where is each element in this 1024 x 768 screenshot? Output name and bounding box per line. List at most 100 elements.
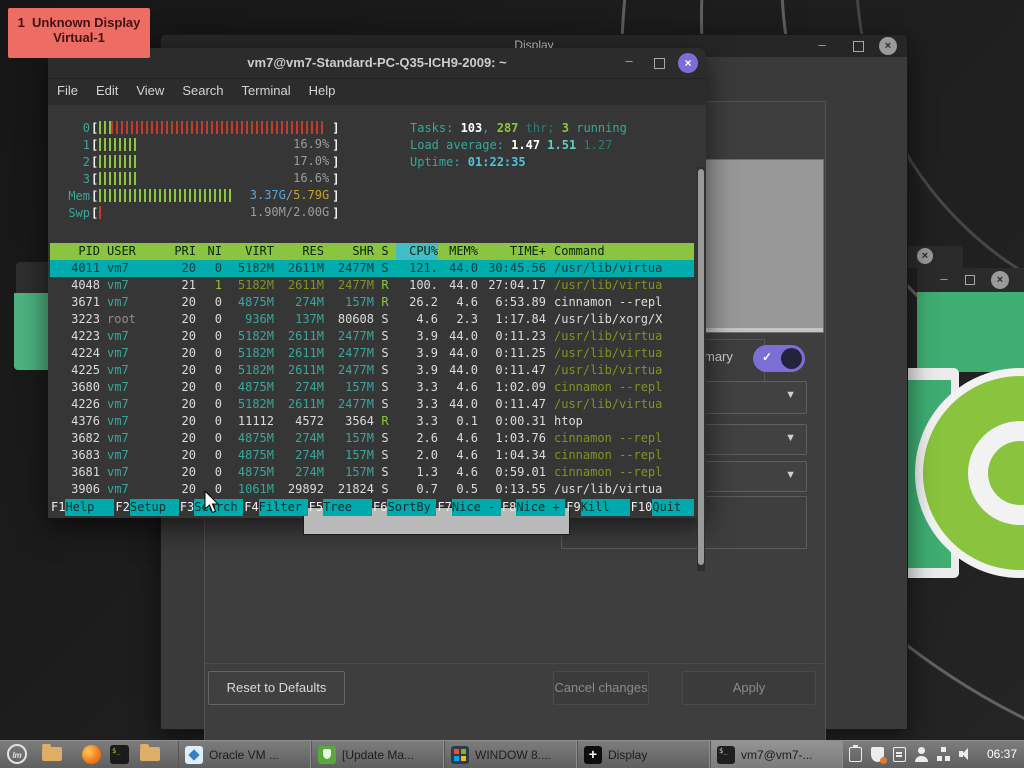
process-row[interactable]: 3682 vm7 20 0 4875M 274M 157M S 2.6 4.6 1:03.76 cin… bbox=[50, 430, 694, 447]
column-header-cpu[interactable]: CPU% bbox=[396, 243, 438, 260]
minimize-icon[interactable]: – bbox=[940, 271, 948, 286]
process-row[interactable]: 4226 vm7 20 0 5182M 2611M 2477M S 3.3 44.0 0:11.47… bbox=[50, 396, 694, 413]
process-row[interactable]: 3681 vm7 20 0 4875M 274M 157M S 1.3 4.6 0:59.01 cin… bbox=[50, 464, 694, 481]
process-row[interactable]: 3683 vm7 20 0 4875M 274M 157M S 2.0 4.6 1:04.34 cin… bbox=[50, 447, 694, 464]
cell-pid: 3683 bbox=[71, 448, 100, 462]
cell-time: 0:11.47 bbox=[495, 397, 546, 411]
menu-file[interactable]: File bbox=[57, 83, 78, 98]
taskbar-window-3[interactable]: + Display bbox=[577, 741, 710, 768]
process-row[interactable]: 3223 root 20 0 936M 137M 80608 S 4.6 2.3 1:17.84/u… bbox=[50, 311, 694, 328]
menu-edit[interactable]: Edit bbox=[95, 83, 119, 98]
maximize-icon[interactable] bbox=[853, 41, 864, 52]
terminal-launcher-icon[interactable]: $_ bbox=[110, 745, 129, 764]
cell-user: vm7 bbox=[107, 414, 129, 428]
menu-terminal[interactable]: Terminal bbox=[241, 83, 291, 98]
minimize-icon[interactable]: – bbox=[818, 37, 826, 52]
column-header-pid[interactable]: PID bbox=[78, 244, 100, 258]
column-header-res[interactable]: RES bbox=[302, 244, 324, 258]
shield-icon[interactable] bbox=[871, 747, 887, 764]
taskbar-window-2[interactable]: WINDOW 8.... bbox=[444, 741, 577, 768]
maximize-icon[interactable] bbox=[654, 58, 665, 69]
menu-search[interactable]: Search bbox=[182, 83, 224, 98]
cell-res: 274M bbox=[295, 448, 324, 462]
cpu-meter: Mem[3.37G/5.79G] bbox=[56, 187, 339, 204]
close-icon[interactable]: × bbox=[879, 37, 897, 55]
process-row[interactable]: 4225 vm7 20 0 5182M 2611M 2477M S 3.9 44.0 0:11.47… bbox=[50, 362, 694, 379]
column-header-mem[interactable]: MEM% bbox=[449, 244, 478, 258]
menu-help[interactable]: Help bbox=[308, 83, 336, 98]
taskbar-window-1[interactable]: [Update Ma... bbox=[311, 741, 444, 768]
cancel-changes-button[interactable]: Cancel changes bbox=[553, 671, 649, 705]
firefox-launcher-icon[interactable] bbox=[82, 745, 101, 764]
cell-time: 1:03.76 bbox=[495, 431, 546, 445]
scrollbar-thumb[interactable] bbox=[698, 169, 704, 565]
scrollbar[interactable] bbox=[697, 167, 705, 571]
column-header-shr[interactable]: SHR bbox=[352, 244, 374, 258]
badge-number: 1 bbox=[17, 15, 25, 30]
cell-shr: 157M bbox=[345, 380, 374, 394]
cell-cmd: htop bbox=[554, 414, 583, 428]
fkey-sortby[interactable]: F6 SortBy bbox=[372, 499, 437, 516]
taskbar-window-0[interactable]: Oracle VM ... bbox=[178, 741, 311, 768]
reset-defaults-button[interactable]: Reset to Defaults bbox=[208, 671, 345, 705]
column-header-command[interactable]: Command bbox=[554, 244, 605, 258]
bracket: [ bbox=[91, 171, 99, 186]
fkey-number: F4 bbox=[244, 500, 259, 514]
software-launcher-icon[interactable] bbox=[42, 744, 62, 761]
maximize-icon[interactable] bbox=[965, 275, 975, 285]
process-row[interactable]: 3671 vm7 20 0 4875M 274M 157M R 26.2 4.6 6:53.89 ci… bbox=[50, 294, 694, 311]
primary-toggle[interactable]: ✓ bbox=[753, 345, 805, 372]
fkey-nice[interactable]: F7 Nice - bbox=[436, 499, 501, 516]
cell-s: S bbox=[381, 363, 389, 377]
column-header-virt[interactable]: VIRT bbox=[245, 244, 274, 258]
cell-s: R bbox=[381, 414, 389, 428]
htop-cpu-meters: 0[] 1[16.9%] 2[17.0%] 3[16.6%] Mem[3.37G/5.7… bbox=[56, 119, 339, 221]
minimize-icon[interactable]: – bbox=[625, 53, 633, 68]
process-row[interactable]: 4223 vm7 20 0 5182M 2611M 2477M S 3.9 44.0 0:11.23… bbox=[50, 328, 694, 345]
process-row[interactable]: 3906 vm7 20 0 1061M 29892 21824 S 0.7 0.5 0:13.55 /… bbox=[50, 481, 694, 498]
taskbar-window-4[interactable]: $_ vm7@vm7-... bbox=[710, 741, 843, 768]
process-row[interactable]: 4011 vm7 20 0 5182M 2611M 2477M S 121. 44.0 30:45.… bbox=[50, 260, 694, 277]
process-row[interactable]: 4224 vm7 20 0 5182M 2611M 2477M S 3.9 44.0 0:11.25… bbox=[50, 345, 694, 362]
bracket: ] bbox=[332, 120, 340, 135]
fkey-kill[interactable]: F9 Kill bbox=[565, 499, 630, 516]
process-row[interactable]: 3680 vm7 20 0 4875M 274M 157M S 3.3 4.6 1:02.09 cin… bbox=[50, 379, 694, 396]
close-icon[interactable]: × bbox=[917, 248, 933, 264]
column-header-user[interactable]: USER bbox=[107, 244, 136, 258]
fkey-setup[interactable]: F2 Setup bbox=[114, 499, 179, 516]
column-header-pri[interactable]: PRI bbox=[174, 244, 196, 258]
fkey-filter[interactable]: F4 Filter bbox=[243, 499, 308, 516]
column-header-ni[interactable]: NI bbox=[207, 244, 222, 258]
files-launcher-icon[interactable] bbox=[140, 744, 160, 761]
close-icon[interactable]: × bbox=[991, 271, 1009, 289]
mint-menu-button[interactable]: lm bbox=[7, 744, 27, 764]
process-row[interactable]: 4048 vm7 21 1 5182M 2611M 2477M R 100. 44.0 27:04.… bbox=[50, 277, 694, 294]
user-icon[interactable] bbox=[915, 747, 928, 762]
fkey-nice[interactable]: F8 Nice + bbox=[501, 499, 566, 516]
cell-s: R bbox=[381, 278, 389, 292]
notes-icon[interactable] bbox=[893, 747, 906, 762]
cell-res: 274M bbox=[295, 380, 324, 394]
close-icon[interactable]: × bbox=[678, 53, 698, 73]
summary-segment: 1.51 bbox=[547, 138, 584, 152]
column-header-s[interactable]: S bbox=[381, 244, 389, 258]
terminal-titlebar[interactable]: vm7@vm7-Standard-PC-Q35-ICH9-2009: ~ – × bbox=[48, 48, 706, 79]
volume-icon[interactable] bbox=[959, 747, 972, 762]
monitor-preview[interactable] bbox=[704, 159, 824, 333]
cell-mem: 0.1 bbox=[456, 414, 478, 428]
fkey-tree[interactable]: F5 Tree bbox=[308, 499, 373, 516]
fkey-help[interactable]: F1 Help bbox=[50, 499, 115, 516]
process-row[interactable]: 4376 vm7 20 0 11112 4572 3564 R 3.3 0.1 0:00.31 hto… bbox=[50, 413, 694, 430]
menu-view[interactable]: View bbox=[136, 83, 165, 98]
network-icon[interactable] bbox=[937, 747, 950, 762]
apply-button[interactable]: Apply bbox=[682, 671, 816, 705]
cell-shr: 157M bbox=[345, 465, 374, 479]
meter-bar: 16.6% bbox=[99, 171, 331, 185]
fkey-quit[interactable]: F10 Quit bbox=[630, 499, 695, 516]
cell-time: 0:11.25 bbox=[495, 346, 546, 360]
clipboard-icon[interactable] bbox=[849, 745, 862, 762]
column-header-time[interactable]: TIME+ bbox=[509, 244, 546, 258]
cpu-meter: 0[] bbox=[56, 119, 340, 136]
cell-ni: 0 bbox=[214, 397, 222, 411]
slash: / bbox=[285, 188, 294, 202]
